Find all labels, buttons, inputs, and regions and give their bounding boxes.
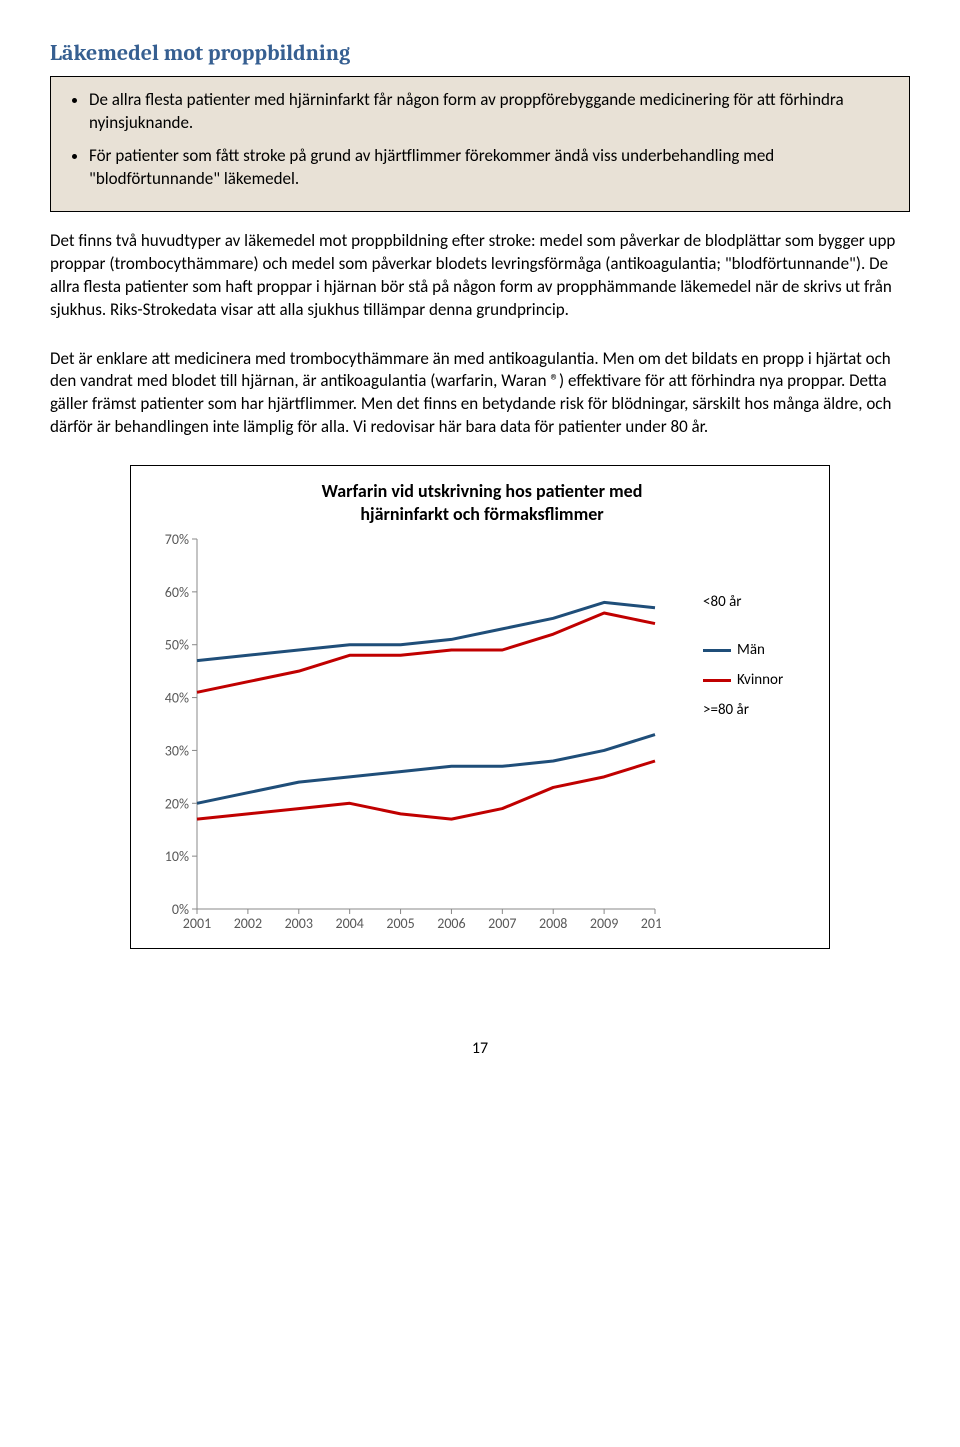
svg-text:30%: 30%	[165, 743, 189, 760]
svg-text:40%: 40%	[165, 690, 189, 707]
summary-bullet: De allra flesta patienter med hjärninfar…	[89, 89, 893, 135]
summary-box: De allra flesta patienter med hjärninfar…	[50, 76, 910, 212]
page-number: 17	[50, 1039, 910, 1058]
legend-group-label: <80 år	[703, 593, 813, 611]
svg-text:2010: 2010	[641, 915, 661, 932]
svg-text:10%: 10%	[165, 848, 189, 865]
line-chart: 0%10%20%30%40%50%60%70%20012002200320042…	[151, 533, 661, 933]
svg-text:60%: 60%	[165, 584, 189, 601]
svg-text:50%: 50%	[165, 637, 189, 654]
svg-text:2007: 2007	[488, 915, 516, 932]
body-paragraph: Det finns två huvudtyper av läkemedel mo…	[50, 230, 910, 322]
svg-text:20%: 20%	[165, 796, 189, 813]
svg-text:2009: 2009	[590, 915, 618, 932]
svg-text:2008: 2008	[539, 915, 567, 932]
chart-legend: <80 år Män Kvinnor >=80 år	[693, 533, 813, 938]
chart-container: Warfarin vid utskrivning hos patienter m…	[130, 465, 830, 949]
legend-swatch-men	[703, 649, 731, 652]
body-paragraph: Det är enklare att medicinera med trombo…	[50, 348, 910, 440]
legend-item-men: Män	[703, 641, 813, 659]
svg-text:2006: 2006	[437, 915, 465, 932]
svg-text:2002: 2002	[234, 915, 262, 932]
legend-swatch-women	[703, 679, 731, 682]
svg-text:2004: 2004	[335, 915, 363, 932]
legend-group-label: >=80 år	[703, 701, 813, 719]
section-heading: Läkemedel mot proppbildning	[50, 40, 910, 66]
legend-item-women: Kvinnor	[703, 671, 813, 689]
svg-text:2001: 2001	[183, 915, 211, 932]
svg-text:2005: 2005	[386, 915, 414, 932]
chart-title: Warfarin vid utskrivning hos patienter m…	[151, 480, 813, 525]
summary-bullet: För patienter som fått stroke på grund a…	[89, 145, 893, 191]
svg-text:70%: 70%	[165, 533, 189, 548]
summary-list: De allra flesta patienter med hjärninfar…	[67, 89, 893, 191]
svg-text:2003: 2003	[285, 915, 313, 932]
